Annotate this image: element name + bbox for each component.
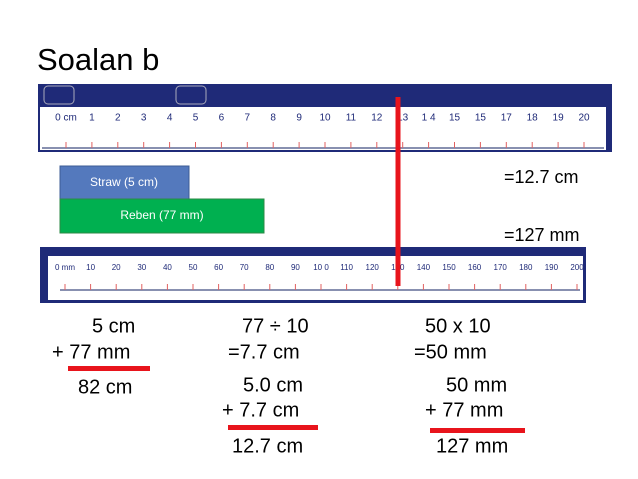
ruler-label: 7 bbox=[245, 113, 251, 124]
work-text: 50 x 10 bbox=[425, 315, 491, 337]
ruler-label: 2 bbox=[115, 113, 121, 124]
ruler-label: 1 bbox=[89, 113, 95, 124]
ruler-label: 70 bbox=[240, 263, 249, 272]
ruler-label: 30 bbox=[137, 263, 146, 272]
ruler-label: 1 4 bbox=[422, 113, 436, 124]
ruler-label: 4 bbox=[167, 113, 173, 124]
work-text: =50 mm bbox=[414, 341, 487, 363]
result-cm: =12.7 cm bbox=[504, 167, 579, 187]
ruler-label: 18 bbox=[527, 113, 539, 124]
ruler-label: 200 bbox=[570, 263, 584, 272]
ruler-label: 12 bbox=[371, 113, 383, 124]
straw-label: Straw (5 cm) bbox=[90, 175, 158, 189]
ruler-label: 120 bbox=[366, 263, 380, 272]
ruler-cm-labels: 0 cm 1 2 3 4 5 6 7 8 9 10 11 12 13 1 4 15 15 17 18 19 20 bbox=[55, 113, 590, 148]
work-text: =7.7 cm bbox=[228, 341, 300, 363]
ruler-cm bbox=[40, 107, 606, 150]
work-text: 5 cm bbox=[92, 315, 135, 337]
ruler-label: 5 bbox=[193, 113, 199, 124]
ruler-label: 3 bbox=[141, 113, 147, 124]
ruler-label: 6 bbox=[219, 113, 225, 124]
title: Soalan b bbox=[37, 42, 159, 77]
ruler-label: 190 bbox=[545, 263, 559, 272]
work-text: + 77 mm bbox=[52, 341, 130, 363]
ruler-label: 20 bbox=[578, 113, 590, 124]
ruler-label: 10 0 bbox=[313, 263, 329, 272]
ruler-label: 15 bbox=[475, 113, 487, 124]
ruler-label: 40 bbox=[163, 263, 172, 272]
ruler-tab bbox=[43, 85, 75, 105]
ruler-label: 150 bbox=[442, 263, 456, 272]
ruler-label: 10 bbox=[319, 113, 331, 124]
ruler-label: 170 bbox=[494, 263, 508, 272]
ruler-label: 0 mm bbox=[55, 263, 75, 272]
work-text: + 7.7 cm bbox=[222, 399, 299, 421]
ruler-label: 180 bbox=[519, 263, 533, 272]
work-text: 77 ÷ 10 bbox=[242, 315, 309, 337]
ruler-label: 17 bbox=[501, 113, 513, 124]
work-answer: 12.7 cm bbox=[232, 435, 303, 457]
ruler-label: 160 bbox=[468, 263, 482, 272]
ruler-label: 0 cm bbox=[55, 113, 77, 124]
ruler-label: 60 bbox=[214, 263, 223, 272]
reben-bar bbox=[59, 198, 265, 234]
ruler-label: 140 bbox=[417, 263, 431, 272]
ruler-label: 80 bbox=[265, 263, 274, 272]
work-text: 50 mm bbox=[446, 374, 507, 396]
ruler-tab bbox=[175, 85, 207, 105]
ruler-label: 110 bbox=[340, 263, 353, 272]
result-mm: =127 mm bbox=[504, 225, 580, 245]
underline bbox=[228, 425, 318, 430]
ruler-mm bbox=[48, 256, 583, 300]
work-answer: 82 cm bbox=[78, 376, 132, 398]
ruler-label: 11 bbox=[346, 113, 357, 124]
ruler-label: 13 bbox=[397, 113, 409, 124]
work-answer: 127 mm bbox=[436, 435, 508, 457]
underline bbox=[430, 428, 525, 433]
work-text: + 77 mm bbox=[425, 399, 503, 421]
ruler-label: 15 bbox=[449, 113, 461, 124]
ruler-label: 10 bbox=[86, 263, 95, 272]
ruler-label: 19 bbox=[553, 113, 565, 124]
ruler-label: 20 bbox=[112, 263, 121, 272]
underline bbox=[68, 366, 150, 371]
ruler-label: 9 bbox=[296, 113, 302, 124]
ruler-label: 8 bbox=[270, 113, 276, 124]
work-text: 5.0 cm bbox=[243, 374, 303, 396]
ruler-label: 90 bbox=[291, 263, 300, 272]
ruler-label: 50 bbox=[189, 263, 198, 272]
reben-label: Reben (77 mm) bbox=[120, 208, 203, 222]
